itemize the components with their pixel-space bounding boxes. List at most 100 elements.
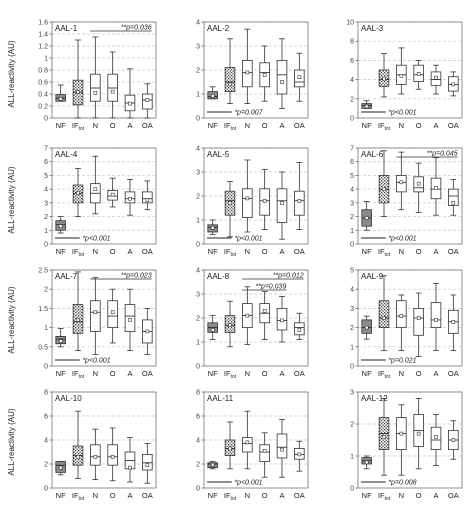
panel-title: AAL-2 <box>207 24 230 33</box>
box-mean-marker <box>434 434 438 439</box>
panel-title: AAL-10 <box>55 394 82 403</box>
x-category-label: NF <box>208 121 218 130</box>
box-mean-marker <box>451 320 456 324</box>
y-tick-label: 3 <box>196 170 200 177</box>
box-oa <box>448 294 459 352</box>
y-axis-label-row-2: ALL-reactivity (AU) <box>7 166 16 233</box>
y-tick-label: 2.5 <box>38 268 48 275</box>
x-label-main: IF <box>378 491 385 500</box>
box-iftot <box>72 168 84 217</box>
box-mean-marker <box>297 452 302 457</box>
box-mean-marker <box>399 314 404 318</box>
y-tick-label: 8 <box>196 390 200 397</box>
box-iftot <box>224 38 236 104</box>
y-axis-label-row-3: ALL-reactivity (AU) <box>7 286 16 353</box>
x-label-main: IF <box>378 369 385 378</box>
box-iqr <box>142 191 153 204</box>
box-mean-marker <box>228 323 232 328</box>
x-category-label: IFtot <box>72 121 85 132</box>
box-nf <box>55 84 66 102</box>
x-label-main: IF <box>72 369 79 378</box>
box-n <box>90 36 101 119</box>
box-o <box>259 291 270 341</box>
y-tick-label: 0 <box>196 116 200 123</box>
box-iftot <box>378 150 390 217</box>
box-o <box>107 288 118 344</box>
y-tick-label: 1.2 <box>38 44 48 51</box>
plot-frame <box>51 269 157 367</box>
box-oa <box>294 161 305 231</box>
x-category-label: O <box>262 369 268 378</box>
x-category-label: NF <box>208 247 218 256</box>
y-tick-label: 0 <box>196 364 200 371</box>
box-mean-marker <box>245 70 250 75</box>
box-a <box>430 64 442 95</box>
x-category-label: A <box>433 121 438 130</box>
x-category-label: IFtot <box>378 121 391 132</box>
plot-frame <box>357 269 463 367</box>
box-o <box>413 397 424 470</box>
plot-frame <box>357 147 463 245</box>
x-label-subscript: tot <box>79 374 85 380</box>
box-nf <box>55 461 66 476</box>
x-category-label: N <box>399 491 404 500</box>
box-oa <box>448 420 459 460</box>
box-mean-marker <box>364 104 369 109</box>
y-tick-label: 2 <box>350 422 354 429</box>
x-category-label: OA <box>448 247 459 256</box>
box-mean-marker <box>128 101 132 106</box>
y-tick-label: 3 <box>350 200 354 207</box>
box-a <box>430 413 442 467</box>
x-category-label: O <box>110 121 116 130</box>
box-mean-marker <box>93 91 98 95</box>
y-tick-label: 2 <box>196 194 200 201</box>
box-o <box>259 45 270 102</box>
box-mean-marker <box>382 316 386 320</box>
y-axis-label-row-4: ALL-reactivity (AU) <box>7 408 16 475</box>
significance-label: *p=0.008 <box>388 480 416 487</box>
x-category-label: IFtot <box>224 491 237 502</box>
y-tick-label: 0.8 <box>38 68 48 75</box>
significance-label: *p<0.001 <box>82 358 110 365</box>
y-tick-label: 0.2 <box>38 104 48 111</box>
y-tick-label: 4 <box>350 187 354 194</box>
x-label-main: IF <box>72 491 79 500</box>
box-a <box>276 295 288 343</box>
x-category-label: N <box>93 121 98 130</box>
panel-title: AAL-9 <box>361 272 384 281</box>
box-mean-marker <box>110 310 115 315</box>
y-tick-label: 2 <box>44 287 48 294</box>
x-label-subscript: tot <box>385 374 391 380</box>
x-category-label: IFtot <box>378 247 391 258</box>
box-mean-marker <box>280 80 284 84</box>
y-tick-label: 4 <box>350 77 354 84</box>
box-mean-marker <box>76 318 80 322</box>
box-mean-marker <box>364 216 369 220</box>
box-n <box>90 277 101 355</box>
box-a <box>124 437 136 483</box>
box-mean-marker <box>451 438 456 442</box>
box-nf <box>207 315 218 341</box>
box-iqr <box>124 304 136 332</box>
panel-title: AAL-12 <box>361 394 388 403</box>
y-tick-label: 8 <box>350 39 354 46</box>
x-category-label: N <box>245 369 250 378</box>
x-category-label: A <box>433 491 438 500</box>
box-mean-marker <box>399 73 404 78</box>
box-o <box>413 292 424 357</box>
y-tick-label: 6 <box>196 414 200 421</box>
box-mean-marker <box>364 325 369 330</box>
box-nf <box>361 315 372 340</box>
box-n <box>242 28 253 104</box>
panel-title: AAL-5 <box>207 150 230 159</box>
box-mean-marker <box>76 454 80 459</box>
box-oa <box>142 83 153 119</box>
y-tick-label: 0 <box>44 364 48 371</box>
box-iqr <box>413 307 424 336</box>
